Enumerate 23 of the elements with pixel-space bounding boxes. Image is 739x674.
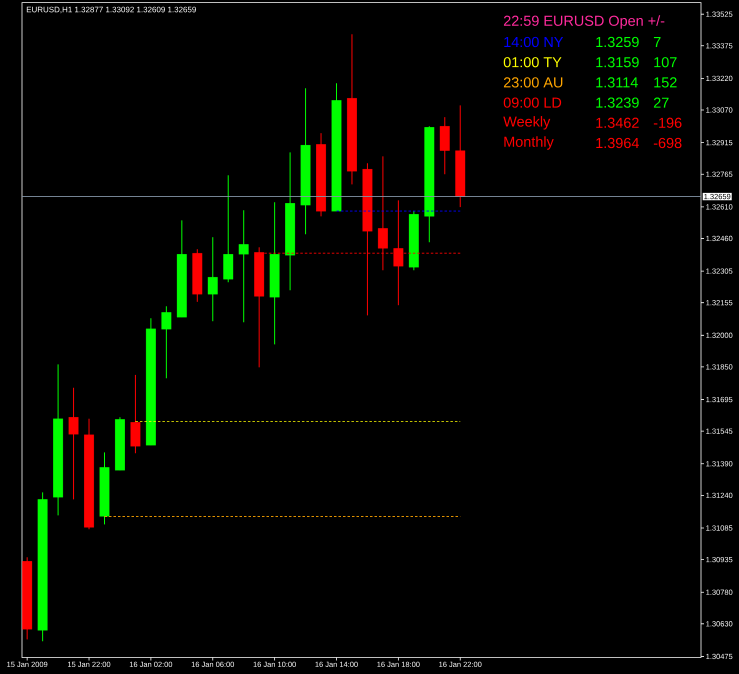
annotation: 09:00 LD: [504, 97, 562, 108]
annotation: -196: [654, 118, 682, 128]
candlestick: [161, 306, 172, 379]
annotation: 22:59 EURUSD Open +/-: [504, 15, 664, 29]
annotation: Monthly: [504, 136, 554, 150]
candlestick: [238, 210, 249, 323]
annotation: 27: [654, 98, 669, 108]
annotation: 107: [654, 57, 677, 68]
candlestick: [68, 387, 78, 500]
annotation: 23:00 AU: [504, 77, 562, 88]
annotation: 1.3159: [596, 57, 639, 68]
annotation: 1.3462: [596, 118, 639, 128]
annotation: 152: [654, 77, 677, 88]
annotation: 7: [654, 37, 661, 47]
annotation: -698: [654, 138, 682, 148]
annotation: 1.3239: [596, 97, 639, 108]
candlestick: [208, 236, 218, 322]
annotation: 1.3964: [596, 138, 639, 148]
annotation: 1.3114: [596, 77, 638, 88]
annotation: Weekly: [503, 116, 550, 130]
annotation: 1.3259: [596, 36, 639, 48]
annotation: 01:00 TY: [504, 57, 562, 68]
annotation: 14:00 NY: [504, 36, 564, 48]
